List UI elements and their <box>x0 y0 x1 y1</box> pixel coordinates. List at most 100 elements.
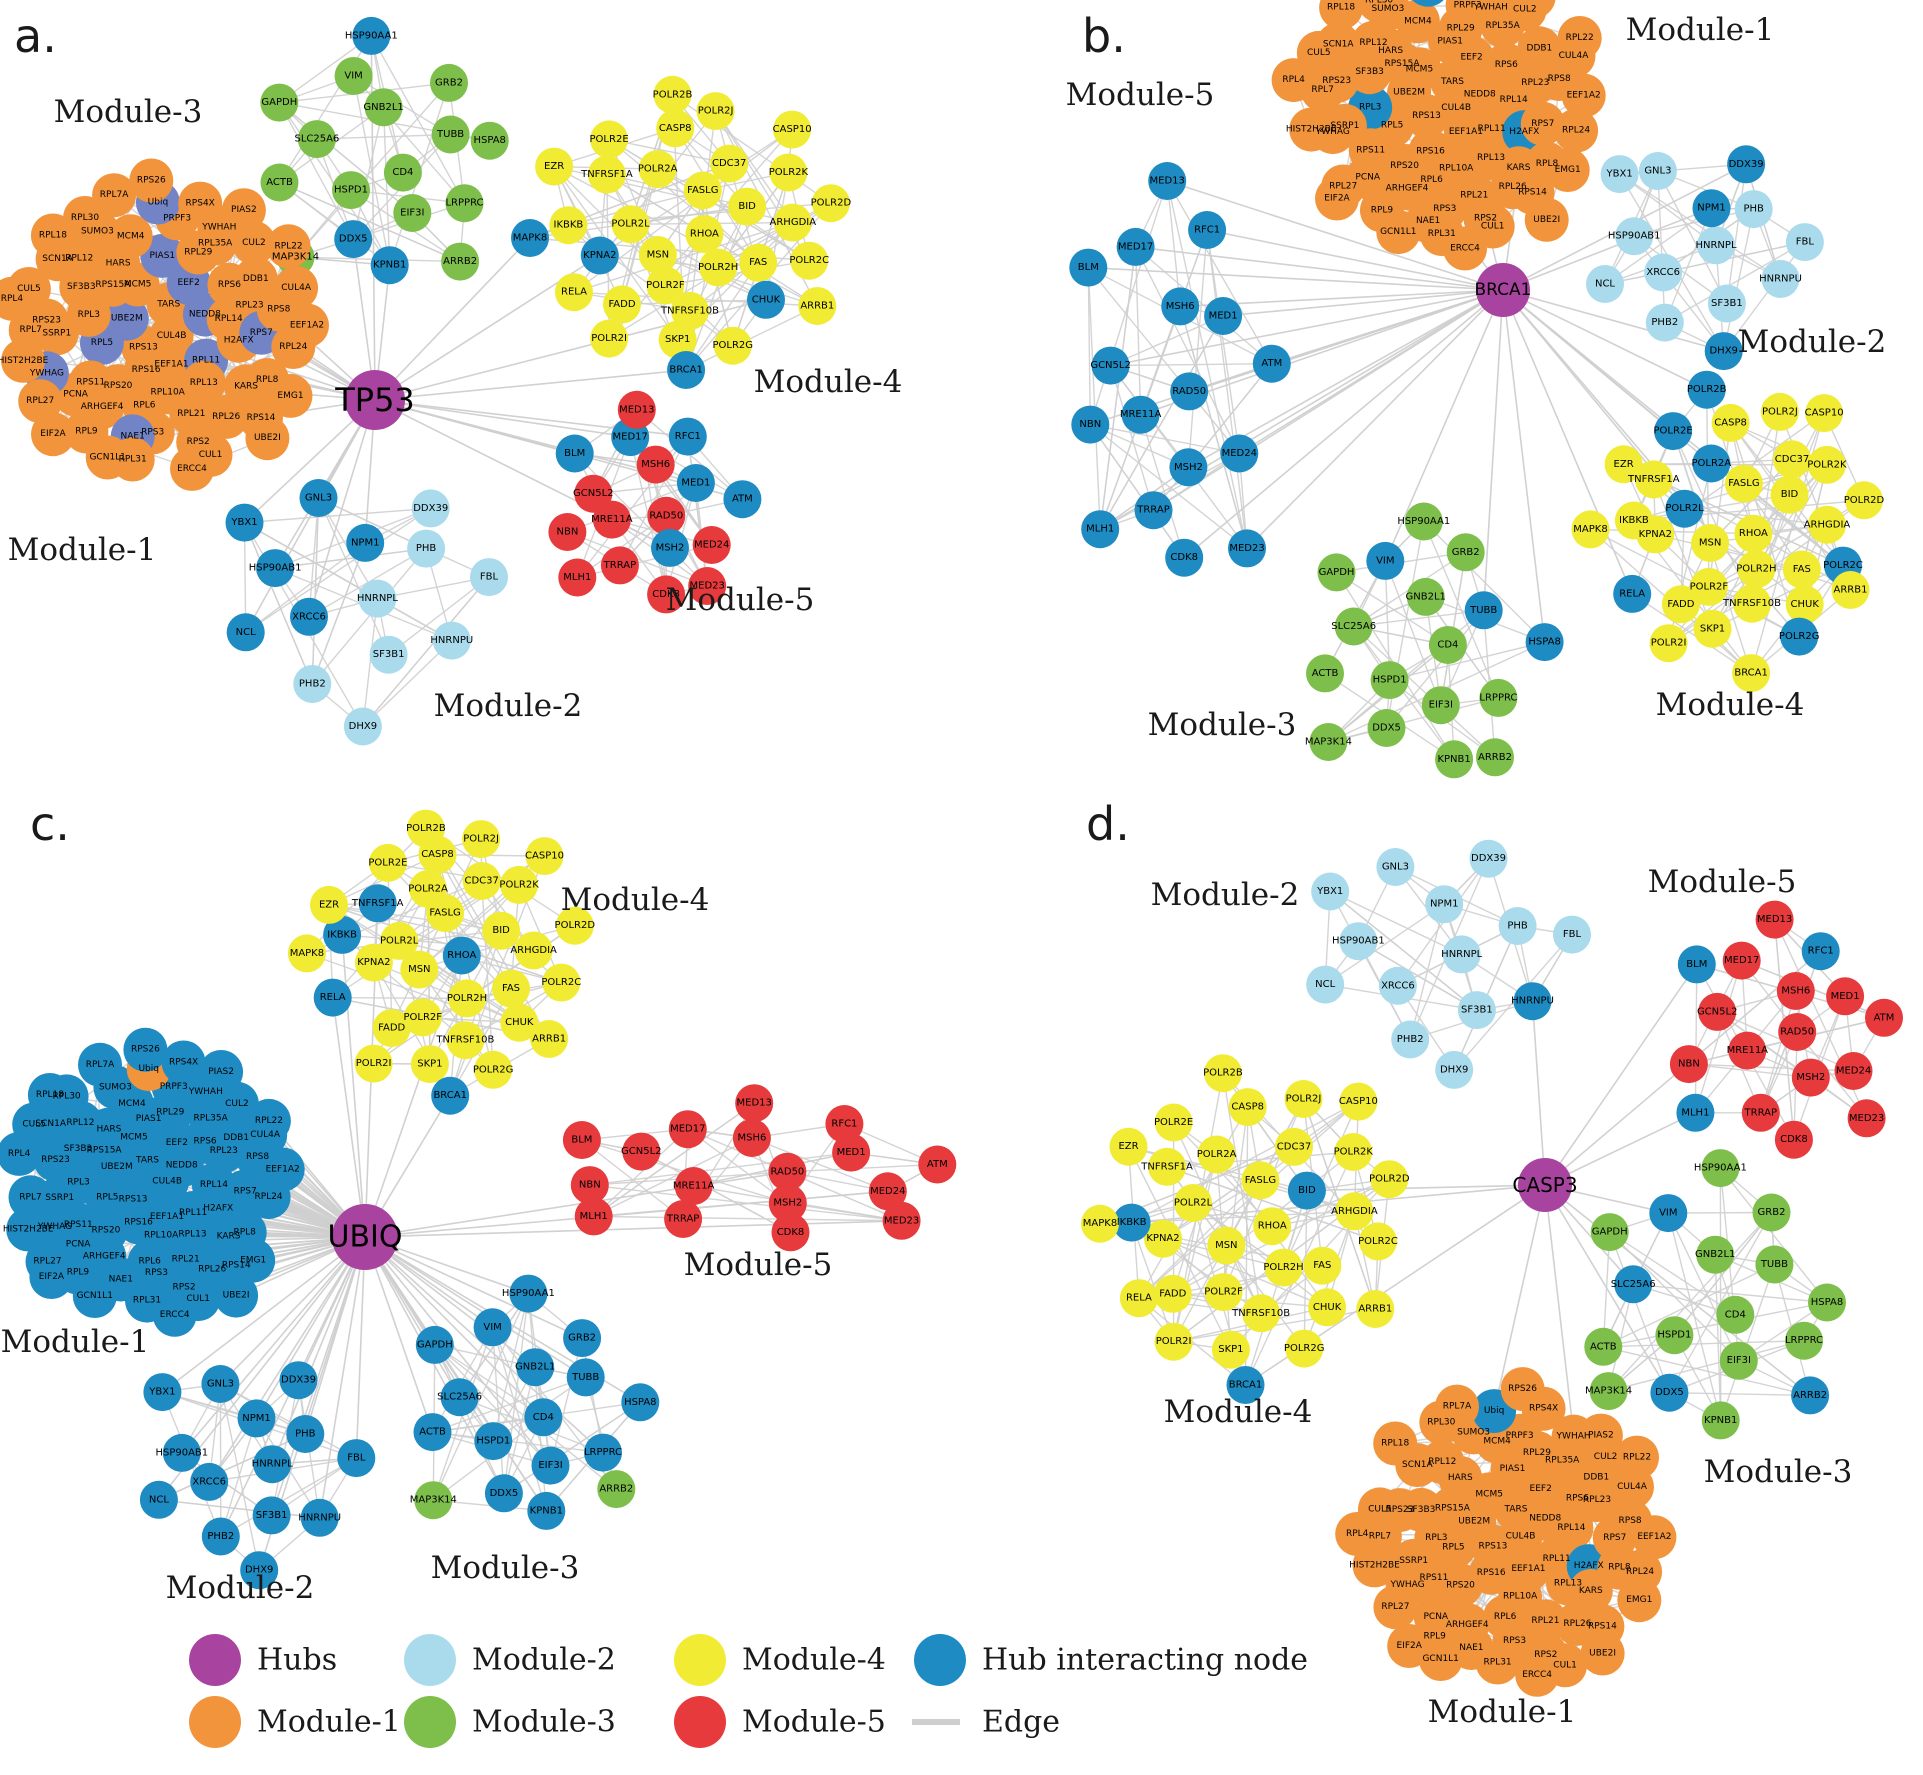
node-HNRNPU <box>300 1498 339 1537</box>
node-label: NCL <box>236 627 256 638</box>
node-POLR2K <box>1334 1133 1373 1171</box>
module-title: Module-4 <box>1656 687 1805 723</box>
node-EZR <box>1109 1127 1148 1166</box>
node-POLR2I <box>354 1044 393 1083</box>
node-label: RPS23 <box>32 316 61 326</box>
node-CDK8 <box>1774 1120 1813 1159</box>
node-label: LRPPRC <box>584 1447 622 1458</box>
node-HSP90AA1 <box>352 16 391 55</box>
node-RPS4X <box>178 181 223 226</box>
node-label: POLR2A <box>1691 458 1731 469</box>
node-label: RPS6 <box>218 280 241 290</box>
node-label: RPS20 <box>91 1225 120 1235</box>
node-label: GCN5L2 <box>1697 1006 1738 1017</box>
node-RAD50 <box>647 496 686 535</box>
node-GRB2 <box>563 1319 602 1358</box>
node-LRPPRC <box>1785 1321 1823 1360</box>
node-label: ATM <box>1874 1012 1895 1023</box>
node-label: POLR2I <box>1651 638 1687 649</box>
node-label: RPS7 <box>250 328 273 338</box>
node-label: EEF1A1 <box>1449 127 1483 137</box>
node-TRRAP <box>664 1200 703 1238</box>
node-label: GCN1L1 <box>77 1291 113 1301</box>
node-TNFRSF1A <box>1634 460 1673 499</box>
node-MED13 <box>617 390 656 429</box>
node-label: RPL23 <box>1521 78 1549 88</box>
node-label: GCN1L1 <box>89 453 125 463</box>
node-label: RPS13 <box>1478 1542 1507 1552</box>
node-label: RPS4X <box>186 199 215 209</box>
node-label: MAP3K14 <box>1305 737 1352 748</box>
node-label: CUL2 <box>1594 1452 1618 1462</box>
node-label: KPNA2 <box>1146 1233 1179 1244</box>
node-label: ERCC4 <box>1522 1670 1552 1680</box>
node-label: H2AFX <box>203 1203 233 1213</box>
node-DDX39 <box>1469 839 1508 878</box>
node-label: CDK8 <box>652 589 680 600</box>
node-label: CD4 <box>392 167 413 178</box>
node-RPL12 <box>1351 20 1396 65</box>
node-CD4 <box>383 153 422 192</box>
node-label: RPL29 <box>1447 24 1475 34</box>
node-label: MED17 <box>1724 955 1759 966</box>
node-label: EEF1A2 <box>1567 91 1601 101</box>
node-label: CASP10 <box>525 851 564 862</box>
module-title: Module-1 <box>1626 12 1775 48</box>
node-RPL7A <box>78 1042 122 1087</box>
node-label: RPS3 <box>145 1268 168 1278</box>
node-label: NCL <box>1595 279 1615 290</box>
node-label: POLR2G <box>473 1064 514 1075</box>
node-ARRB2 <box>1476 738 1514 777</box>
panel-letter: a. <box>14 9 57 63</box>
node-label: EEF1A1 <box>154 359 188 369</box>
node-label: ARHGDIA <box>770 217 817 228</box>
node-GAPDH <box>1317 553 1356 592</box>
node-label: POLR2C <box>1823 560 1863 571</box>
node-label: POLR2E <box>1154 1117 1193 1128</box>
node-GNB2L1 <box>364 88 403 127</box>
node-HSP90AB1 <box>1339 922 1378 961</box>
node-label: DDX5 <box>490 1488 519 1499</box>
node-GAPDH <box>415 1325 454 1364</box>
hubs: TP53 BRCA1 UBIQ CASP3 <box>328 263 1578 1270</box>
node-label: EIF2A <box>39 1272 65 1282</box>
node-label: MSH6 <box>1166 301 1195 312</box>
node-label: SCN1A <box>35 1119 66 1129</box>
node-MSH2 <box>768 1184 807 1223</box>
node-MAP3K14 <box>1589 1372 1628 1411</box>
node-label: RPL26 <box>198 1265 226 1275</box>
node-GCN1L1 <box>72 1274 117 1318</box>
node-label: BRCA1 <box>1734 668 1768 679</box>
node-label: FADD <box>608 299 635 310</box>
node-SLC25A6 <box>1334 607 1373 646</box>
node-DDX5 <box>484 1474 523 1513</box>
node-ERCC4 <box>170 446 214 491</box>
node-label: RPL13 <box>190 378 218 388</box>
node-label: PCNA <box>63 390 88 400</box>
node-MRE11A <box>1728 1031 1767 1070</box>
node-label: RPL9 <box>75 427 98 437</box>
hub-UBIQ <box>332 1204 398 1270</box>
module-title: Module-5 <box>1648 864 1797 900</box>
node-TNFRSF1A <box>1148 1147 1187 1186</box>
node-label: RPL8 <box>1536 159 1559 169</box>
node-RFC1 <box>1188 211 1227 249</box>
node-label: BRCA1 <box>433 1090 467 1101</box>
node-TUBB <box>1755 1245 1794 1284</box>
node-label: POLR2H <box>1263 1262 1303 1273</box>
legend-label: Edge <box>982 1705 1060 1740</box>
node-label: RPL7 <box>19 1192 41 1202</box>
node-label: RELA <box>1126 1293 1152 1304</box>
node-ATM <box>1252 344 1291 383</box>
node-MED17 <box>1722 941 1761 980</box>
node-label: RPS6 <box>1495 60 1518 70</box>
node-label: MCM5 <box>124 280 152 290</box>
node-label: VIM <box>1659 1208 1677 1219</box>
node-label: POLR2G <box>1779 631 1820 642</box>
node-TRRAP <box>600 546 639 585</box>
module-title: Module-3 <box>431 1550 580 1586</box>
node-label: RPS16 <box>132 365 161 375</box>
node-BRCA1 <box>1732 654 1771 693</box>
node-label: RPL18 <box>1327 3 1355 13</box>
node-label: MED13 <box>1757 914 1792 925</box>
